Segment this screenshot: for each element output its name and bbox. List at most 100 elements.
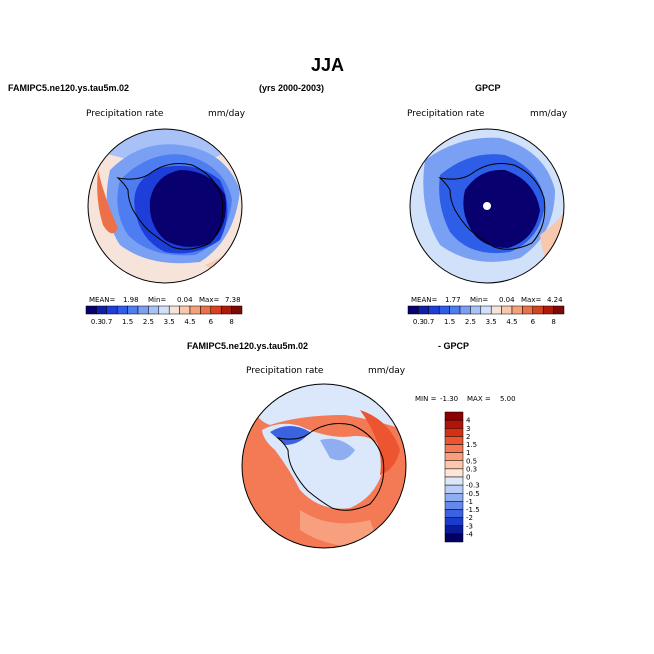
panel3-max-value: 5.00 xyxy=(500,395,516,403)
colorbar-tick-label: 1.5 xyxy=(466,441,477,449)
colorbar-tick-label: 1.5 xyxy=(122,318,133,326)
colorbar-swatch xyxy=(137,305,149,315)
colorbar-tick-label: -0.5 xyxy=(466,490,480,498)
years-label: (yrs 2000-2003) xyxy=(259,83,325,93)
colorbar-tick-label: 1 xyxy=(466,449,470,457)
colorbar-tick-label: 3.5 xyxy=(164,318,175,326)
colorbar-tick-label: -1 xyxy=(466,498,473,506)
diff-header-right: - GPCP xyxy=(438,341,470,351)
colorbar-swatch xyxy=(553,305,565,315)
colorbar-swatch xyxy=(470,305,482,315)
colorbar-tick-label: 6 xyxy=(531,318,536,326)
panel1-min-label: Min= xyxy=(148,296,167,304)
colorbar-swatch xyxy=(148,305,160,315)
colorbar-tick-label: 4 xyxy=(466,417,471,425)
colorbar-swatch xyxy=(501,305,513,315)
colorbar-swatch xyxy=(444,533,464,543)
colorbar-swatch xyxy=(444,452,464,461)
colorbar-swatch xyxy=(444,444,464,453)
colorbar-swatch xyxy=(438,305,450,315)
colorbar-swatch xyxy=(444,428,464,437)
colorbar-swatch xyxy=(444,493,464,502)
colorbar-swatch xyxy=(444,525,464,535)
colorbar-tick-label: 0.5 xyxy=(466,457,477,465)
panel2-max-value: 4.24 xyxy=(547,296,563,304)
colorbar-tick-label: 8 xyxy=(229,318,233,326)
colorbar-swatch xyxy=(407,305,419,315)
colorbar-swatch xyxy=(459,305,471,315)
colorbar-tick-label: 0.7 xyxy=(423,318,434,326)
panel1-min-value: 0.04 xyxy=(177,296,193,304)
colorbar-tick-label: 8 xyxy=(551,318,555,326)
diff-header-left: FAMIPC5.ne120.ys.tau5m.02 xyxy=(187,341,309,351)
colorbar-swatch xyxy=(542,305,554,315)
panel2-max-label: Max= xyxy=(521,296,542,304)
colorbar-tick-label: 1.5 xyxy=(444,318,455,326)
colorbar-swatch xyxy=(444,509,464,518)
colorbar-tick-label: 0.7 xyxy=(101,318,112,326)
panel3-title: Precipitation rate xyxy=(246,366,324,376)
colorbar-swatch xyxy=(428,305,440,315)
colorbar-tick-label: -2 xyxy=(466,514,473,522)
colorbar-swatch xyxy=(532,305,544,315)
colorbar-swatch xyxy=(480,305,492,315)
panel1-mean-value: 1.98 xyxy=(123,296,139,304)
colorbar-swatch xyxy=(444,484,464,494)
colorbar-swatch xyxy=(444,476,464,486)
panel2-mean-label: MEAN= xyxy=(411,296,438,304)
colorbar-swatch xyxy=(127,305,139,315)
colorbar-swatch xyxy=(522,305,534,315)
colorbar-tick-label: 3 xyxy=(466,425,470,433)
colorbar-swatch xyxy=(231,305,243,315)
panel2-min-value: 0.04 xyxy=(499,296,515,304)
colorbar-swatch xyxy=(511,305,523,315)
colorbar-swatch xyxy=(444,436,464,445)
colorbar-swatch xyxy=(444,460,464,470)
panel1-title: Precipitation rate xyxy=(86,109,164,119)
colorbar-swatch xyxy=(116,305,128,315)
panel3-units: mm/day xyxy=(368,366,406,376)
colorbar-tick-label: 2.5 xyxy=(465,318,476,326)
colorbar-tick-label: -3 xyxy=(466,522,473,530)
colorbar-tick-label: -1.5 xyxy=(466,506,480,514)
colorbar-swatch xyxy=(96,305,108,315)
colorbar-tick-label: 0.3 xyxy=(413,318,424,326)
colorbar-swatch xyxy=(220,305,232,315)
colorbar-tick-label: 0 xyxy=(466,474,470,482)
colorbar-tick-label: 4.5 xyxy=(506,318,517,326)
colorbar-tick-label: 0.3 xyxy=(466,465,477,473)
panel2-mean-value: 1.77 xyxy=(445,296,461,304)
panel1-max-label: Max= xyxy=(199,296,220,304)
colorbar-swatch xyxy=(444,419,464,429)
colorbar-swatch xyxy=(418,305,430,315)
colorbar-tick-label: 2 xyxy=(466,433,470,441)
panel1-mean-label: MEAN= xyxy=(89,296,116,304)
colorbar-swatch xyxy=(449,305,461,315)
panel1-max-value: 7.38 xyxy=(225,296,241,304)
colorbar-swatch xyxy=(85,305,97,315)
colorbar-tick-label: -4 xyxy=(466,530,474,538)
colorbar-swatch xyxy=(200,305,212,315)
colorbar-tick-label: 2.5 xyxy=(143,318,154,326)
panel3-max-label: MAX = xyxy=(467,395,491,403)
colorbar-swatch xyxy=(444,411,464,421)
panel3-min-label: MIN = xyxy=(415,395,437,403)
colorbar-swatch xyxy=(158,305,170,315)
colorbar-swatch xyxy=(106,305,118,315)
colorbar-swatch xyxy=(189,305,201,315)
panel2-min-label: Min= xyxy=(470,296,489,304)
colorbar-tick-label: 0.3 xyxy=(91,318,102,326)
left-panel-header: FAMIPC5.ne120.ys.tau5m.02 xyxy=(8,83,130,93)
page-title: JJA xyxy=(311,55,345,75)
colorbar-swatch xyxy=(179,305,191,315)
right-panel-header: GPCP xyxy=(475,83,501,93)
colorbar-swatch xyxy=(444,468,464,478)
colorbar-swatch xyxy=(168,305,180,315)
colorbar-tick-label: 3.5 xyxy=(486,318,497,326)
colorbar-tick-label: 4.5 xyxy=(184,318,195,326)
colorbar-tick-label: -0.3 xyxy=(466,482,480,490)
colorbar-swatch xyxy=(210,305,222,315)
panel2-title: Precipitation rate xyxy=(407,109,485,119)
colorbar-panel1: 0.3 0.7 1.5 2.5 3.5 4.5 6 8 xyxy=(85,305,243,326)
